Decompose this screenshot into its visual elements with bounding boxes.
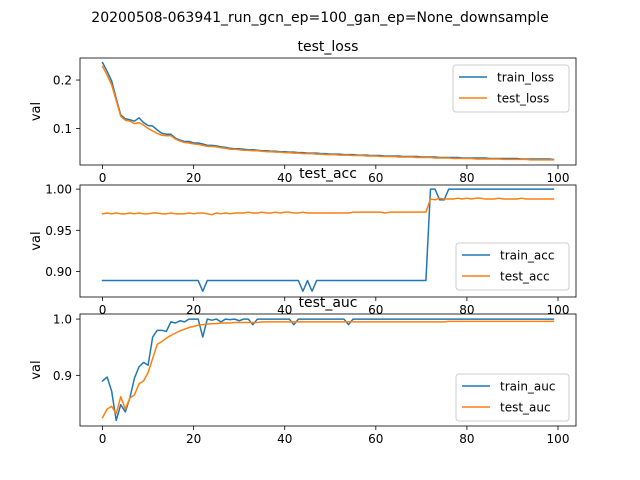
legend-label-train_acc: train_acc: [500, 249, 554, 263]
y-tick-label: 0.95: [45, 224, 72, 238]
series-line-train_auc: [101, 318, 555, 422]
y-axis-label: val: [29, 360, 44, 379]
x-tick-label: 80: [459, 303, 474, 317]
x-tick-label: 40: [277, 432, 292, 446]
legend-label-test_auc: test_auc: [500, 401, 551, 415]
legend: train_acc test_acc: [455, 242, 570, 291]
figure-suptitle: 20200508-063941_run_gcn_ep=100_gan_ep=No…: [91, 10, 548, 26]
x-tick-label: 100: [547, 432, 570, 446]
y-axis-label: val: [29, 102, 44, 121]
legend-label-test_loss: test_loss: [497, 92, 549, 106]
chart-title: test_loss: [298, 39, 359, 55]
y-tick-label: 0.2: [53, 74, 72, 88]
x-tick-label: 0: [99, 171, 107, 185]
x-tick-label: 80: [459, 432, 474, 446]
y-tick-label: 1.00: [45, 183, 72, 197]
legend-label-train_loss: train_loss: [497, 71, 554, 85]
y-tick-label: 0.9: [53, 369, 72, 383]
x-tick-label: 80: [459, 171, 474, 185]
x-tick-label: 60: [368, 171, 383, 185]
x-tick-label: 40: [277, 171, 292, 185]
x-tick-label: 100: [547, 303, 570, 317]
axes-frame: [79, 184, 577, 298]
legend: train_loss test_loss: [452, 64, 570, 113]
chart-title: test_auc: [298, 295, 357, 311]
legend-label-train_auc: train_auc: [500, 380, 556, 394]
x-tick-label: 40: [277, 303, 292, 317]
x-tick-label: 60: [368, 432, 383, 446]
series-line-test_auc: [101, 320, 555, 419]
y-tick-label: 1.0: [53, 313, 72, 327]
x-tick-label: 0: [99, 432, 107, 446]
legend-label-test_acc: test_acc: [500, 270, 550, 284]
y-axis-label: val: [29, 231, 44, 250]
series-line-test_loss: [101, 65, 555, 161]
chart-title: test_acc: [299, 166, 357, 182]
x-tick-label: 60: [368, 303, 383, 317]
axes-frame: [79, 313, 577, 427]
x-tick-label: 20: [186, 432, 201, 446]
series-line-test_acc: [101, 197, 555, 216]
x-tick-label: 100: [547, 171, 570, 185]
legend: train_auc test_auc: [455, 373, 570, 422]
y-tick-label: 0.90: [45, 265, 72, 279]
y-tick-label: 0.1: [53, 122, 72, 136]
axes-frame: [79, 57, 577, 166]
series-line-train_acc: [101, 188, 555, 292]
x-tick-label: 0: [99, 303, 107, 317]
x-tick-label: 20: [186, 171, 201, 185]
x-tick-label: 20: [186, 303, 201, 317]
